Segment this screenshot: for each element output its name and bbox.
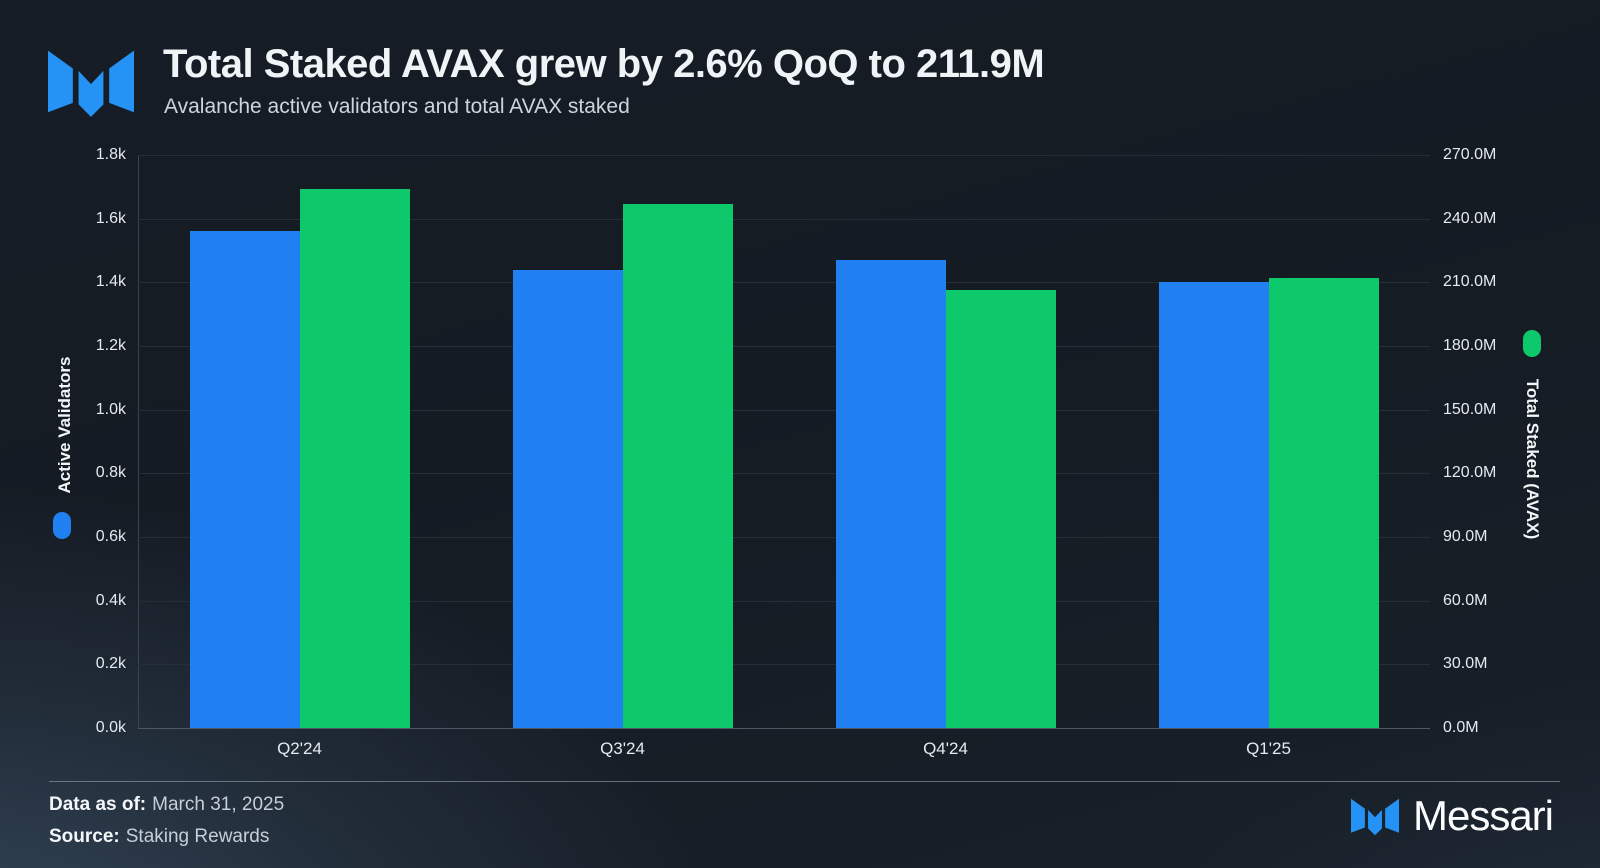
gridline: [138, 664, 1430, 666]
right-axis-tick: 120.0M: [1443, 464, 1497, 482]
x-axis-label-q3-24: Q3'24: [600, 739, 645, 758]
left-axis-tick: 0.0k: [95, 719, 126, 736]
left-axis-title: Active Validators: [55, 356, 74, 494]
data-as-of-label: Data as of:: [49, 794, 147, 815]
data-as-of-value: March 31, 2025: [152, 794, 285, 815]
left-axis-tick: 0.4k: [95, 591, 126, 609]
gridline: [138, 218, 1430, 220]
right-axis-tick: 210.0M: [1443, 273, 1497, 291]
bar-total-staked-q1-25: [1268, 278, 1379, 728]
left-axis-tick: 1.4k: [95, 273, 126, 291]
bar-active-validators-q3-24: [512, 269, 623, 728]
left-axis-tick: 1.2k: [95, 337, 126, 354]
source-value: Staking Rewards: [125, 826, 270, 847]
gridline: [138, 346, 1430, 347]
plot-area: 1.8k 1.6k 1.4k 1.2k 1.0k 0.8k 0.6k 0.4k 0.2k 0.0k…: [96, 146, 1497, 758]
right-axis-tick: 60.0M: [1443, 591, 1488, 609]
left-axis-tick: 0.2k: [95, 655, 126, 673]
x-axis-label-q2-24: Q2'24: [277, 739, 322, 758]
right-axis-tick: 180.0M: [1443, 337, 1497, 354]
bar-total-staked-q3-24: [622, 203, 733, 728]
right-axis-tick: 90.0M: [1443, 528, 1488, 545]
bar-total-staked-q4-24: [945, 289, 1056, 728]
gridline: [138, 600, 1430, 602]
gridline: [138, 728, 1430, 729]
left-axis-tick: 0.6k: [95, 528, 126, 545]
right-axis-tick: 30.0M: [1443, 655, 1488, 673]
messari-logo-icon: [1350, 798, 1399, 836]
bar-total-staked-q2-24: [299, 188, 410, 728]
gridline: [138, 537, 1430, 538]
x-axis-label-q1-25: Q1'25: [1246, 739, 1291, 758]
gridline: [138, 409, 1430, 411]
footer-meta: Data as of: March 31, 2025 Source: Staking…: [49, 789, 284, 853]
right-axis-tick: 150.0M: [1443, 400, 1497, 418]
bar-active-validators-q4-24: [835, 260, 946, 728]
footer-brand: Messari: [1350, 791, 1554, 839]
right-axis-tick: 0.0M: [1443, 719, 1479, 736]
source-line: Source: Staking Rewards: [49, 821, 284, 853]
messari-logo-icon: [48, 50, 134, 117]
brand-wordmark: Messari: [1412, 791, 1554, 839]
data-as-of-line: Data as of: March 31, 2025: [49, 789, 284, 821]
source-label: Source:: [49, 826, 120, 847]
gridline: [138, 473, 1430, 475]
gridline: [138, 282, 1430, 284]
chart-subtitle: Avalanche active validators and total AV…: [164, 95, 630, 118]
staked-legend-pill: [1523, 330, 1541, 357]
validators-legend-pill: [53, 512, 71, 539]
bar-active-validators-q1-25: [1158, 282, 1269, 728]
left-axis-tick: 1.0k: [95, 400, 126, 418]
right-axis-tick: 240.0M: [1443, 209, 1497, 227]
left-axis-line: [138, 155, 139, 728]
left-axis-tick: 1.6k: [95, 209, 126, 227]
bar-active-validators-q2-24: [189, 231, 300, 728]
left-axis-tick: 1.8k: [95, 146, 126, 163]
gridline: [138, 155, 1430, 156]
right-axis-title: Total Staked (AVAX): [1523, 378, 1542, 540]
left-axis-tick: 0.8k: [95, 464, 126, 482]
x-axis-label-q4-24: Q4'24: [923, 739, 968, 758]
right-axis-tick: 270.0M: [1443, 146, 1497, 163]
chart-title: Total Staked AVAX grew by 2.6% QoQ to 21…: [163, 42, 1045, 86]
footer-divider: [49, 781, 1560, 782]
